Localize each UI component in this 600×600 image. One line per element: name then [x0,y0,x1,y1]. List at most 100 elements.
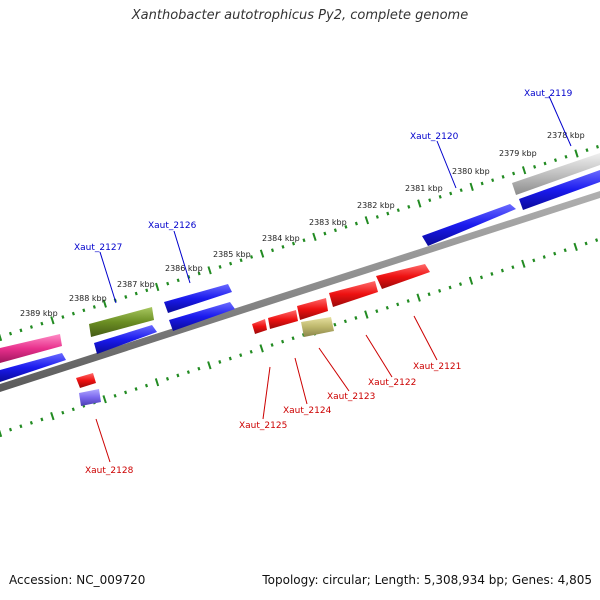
minor-tick [8,427,13,432]
minor-tick [564,154,568,159]
kbp-label-2381: 2381 kbp [405,184,443,193]
minor-tick [543,161,547,166]
pink-feature-arrow[interactable] [0,334,62,363]
minor-tick [270,343,274,347]
minor-tick [354,316,358,320]
minor-tick [218,265,222,269]
gene-xaut-2123-arrow[interactable] [297,298,328,320]
kbp-label-2382: 2382 kbp [357,201,395,210]
minor-tick [480,181,484,186]
minor-tick [501,174,505,179]
gene-xaut-2122-arrow[interactable] [329,281,378,307]
minor-tick [144,383,149,388]
gene-label-xaut-2126[interactable]: Xaut_2126 [148,221,197,231]
minor-tick [61,315,65,319]
minor-tick [585,148,589,153]
gene-label-xaut-2125[interactable]: Xaut_2125 [239,421,287,431]
gene-label-xaut-2122[interactable]: Xaut_2122 [368,378,416,388]
gene-label-xaut-2128[interactable]: Xaut_2128 [85,466,134,476]
gene-label-xaut-2127[interactable]: Xaut_2127 [74,243,122,253]
minor-tick [386,211,390,216]
minor-tick [71,311,75,316]
minor-tick [186,370,190,374]
gene-xaut-2121-arrow[interactable] [376,264,430,289]
minor-tick [124,295,128,299]
gene-xaut-2128-fwd-arrow[interactable] [0,353,66,382]
minor-tick [197,366,201,371]
minor-tick [385,305,389,310]
purple-feature-arrow[interactable] [79,389,101,406]
major-tick [155,282,160,292]
major-tick [364,310,369,319]
minor-tick [343,319,347,324]
minor-tick [176,278,180,283]
minor-tick [40,321,44,326]
kbp-label-2386: 2386 kbp [165,264,203,273]
minor-tick [427,292,431,297]
minor-tick [92,305,96,309]
minor-tick [533,164,537,169]
major-tick [154,378,160,387]
gene-labels-forward: Xaut_2119 Xaut_2120 Xaut_2126 Xaut_2127 [74,89,573,253]
minor-tick [113,393,117,398]
minor-tick [19,424,23,429]
major-tick [521,166,527,175]
minor-tick [71,407,75,412]
kbp-label-2384: 2384 kbp [262,234,300,243]
major-tick [417,199,422,208]
major-tick [364,216,370,225]
major-tick [0,333,3,342]
kbp-label-2388: 2388 kbp [69,294,107,303]
gene-label-xaut-2124[interactable]: Xaut_2124 [283,406,332,416]
gene-xaut-2127-arrow[interactable] [94,325,157,354]
gene-xaut-2128-arrow[interactable] [76,373,96,388]
reverse-strand-genes [76,264,430,406]
minor-tick [197,271,201,276]
gene-label-xaut-2121[interactable]: Xaut_2121 [413,362,461,372]
olive-feature-arrow[interactable] [89,307,154,337]
minor-tick [229,261,233,266]
major-tick [416,293,421,302]
major-tick [574,149,579,158]
minor-tick [406,299,410,303]
major-tick [50,316,55,325]
minor-tick [239,353,243,358]
minor-tick [375,215,379,219]
minor-tick [302,238,306,243]
gene-xaut-2119-arrow[interactable] [519,170,600,210]
gene-label-xaut-2123[interactable]: Xaut_2123 [327,392,375,402]
gene-xaut-2126-arrow-b[interactable] [169,302,235,331]
minor-tick [553,158,558,163]
gene-label-xaut-2119[interactable]: Xaut_2119 [524,89,573,99]
minor-tick [459,188,463,193]
minor-tick [40,417,44,422]
minor-tick [19,328,23,333]
minor-tick [134,387,138,391]
minor-tick [396,208,400,213]
minor-tick [270,248,275,253]
minor-tick [449,191,453,196]
silver-feature-arrow[interactable] [512,153,600,195]
khaki-feature-arrow[interactable] [301,317,334,337]
gene-xaut-2120-arrow[interactable] [422,204,516,246]
gene-xaut-2124-arrow[interactable] [268,310,298,329]
minor-tick [407,204,411,209]
kbp-label-2385: 2385 kbp [213,250,251,259]
minor-tick [542,255,546,259]
minor-tick [124,390,128,395]
gene-xaut-2126-arrow-a[interactable] [164,284,232,313]
minor-tick [61,410,65,415]
minor-tick [82,308,86,313]
minor-tick [438,288,442,293]
major-tick [259,249,265,258]
minor-tick [553,251,557,256]
minor-tick [511,265,515,270]
gene-label-xaut-2120[interactable]: Xaut_2120 [410,132,459,142]
minor-tick [187,275,191,279]
minor-tick [490,272,494,276]
minor-tick [500,268,504,273]
minor-tick [333,228,337,233]
gene-xaut-2125-arrow[interactable] [252,319,267,334]
minor-tick [354,221,358,226]
